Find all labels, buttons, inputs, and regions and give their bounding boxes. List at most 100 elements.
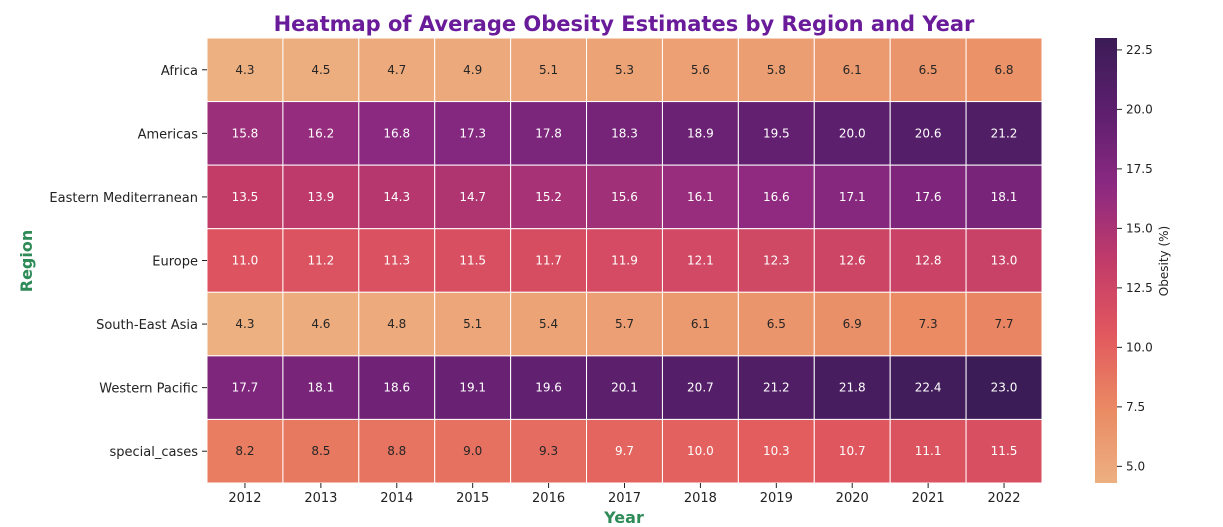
colorbar-tick-label: 5.0: [1126, 459, 1145, 473]
cell-value-label: 18.1: [308, 381, 335, 395]
cell-value-label: 16.6: [763, 190, 790, 204]
x-tick-label: 2014: [380, 491, 413, 506]
heatmap-cell: [282, 291, 360, 357]
heatmap-cell: [510, 291, 588, 357]
heatmap-cell: [206, 291, 284, 357]
cell-value-label: 19.6: [535, 381, 562, 395]
heatmap-cell: [434, 37, 512, 103]
cell-value-label: 15.6: [611, 190, 638, 204]
x-tick-label: 2022: [987, 491, 1020, 506]
cell-value-label: 16.1: [687, 190, 714, 204]
cell-value-label: 5.1: [539, 63, 558, 77]
heatmap-cell: [586, 164, 663, 230]
cell-value-label: 5.7: [615, 317, 634, 331]
heatmap-cell: [434, 291, 512, 357]
cell-value-label: 14.3: [383, 190, 410, 204]
cell-value-label: 12.3: [763, 254, 790, 268]
cell-value-label: 11.7: [535, 254, 562, 268]
cell-value-label: 23.0: [991, 381, 1018, 395]
cell-value-label: 15.2: [535, 190, 562, 204]
cell-value-label: 8.5: [311, 444, 330, 458]
heatmap-cell: [434, 355, 512, 420]
heatmap-cell: [510, 164, 588, 230]
x-tick-label: 2018: [684, 491, 717, 506]
cell-value-label: 6.5: [767, 317, 786, 331]
cell-value-label: 15.8: [232, 126, 259, 140]
heatmap-cell: [813, 164, 891, 230]
cell-value-label: 13.0: [991, 254, 1018, 268]
cell-value-label: 4.5: [311, 63, 330, 77]
heatmap-cell: [358, 228, 436, 293]
x-tick-label: 2012: [228, 491, 261, 506]
cell-value-label: 11.5: [991, 444, 1018, 458]
cell-value-label: 14.7: [459, 190, 486, 204]
heatmap-cell: [661, 228, 739, 293]
heatmap-cell: [737, 418, 815, 484]
x-tick-label: 2015: [456, 491, 489, 506]
cell-value-label: 7.3: [919, 317, 938, 331]
cell-value-label: 17.3: [459, 126, 486, 140]
heatmap-cell: [813, 101, 891, 166]
cell-value-label: 8.2: [235, 444, 254, 458]
cell-value-label: 12.1: [687, 254, 714, 268]
cell-value-label: 11.5: [459, 254, 486, 268]
cell-value-label: 11.0: [232, 254, 259, 268]
cell-value-label: 9.0: [463, 444, 482, 458]
y-tick-label: Western Pacific: [99, 382, 198, 397]
cell-value-label: 11.3: [383, 254, 410, 268]
y-axis-label: Region: [17, 230, 36, 293]
cell-value-label: 12.6: [839, 254, 866, 268]
cell-value-label: 4.6: [311, 317, 330, 331]
colorbar-ticks: 5.0 7.5 10.0 12.5 15.0 17.5 20.0 22.5: [1117, 43, 1153, 473]
cell-value-label: 9.7: [615, 444, 634, 458]
colorbar-tick-label: 20.0: [1126, 102, 1153, 116]
x-tick-label: 2016: [532, 491, 565, 506]
y-axis-ticks: Africa Americas Eastern Mediterranean Europ…: [49, 64, 207, 460]
cell-value-label: 6.1: [843, 63, 862, 77]
heatmap-cells: 4.3 4.5 4.7 4.9 5.1 5.3 5.6 5.8 6.1 6.5 6.8 15.8 16.…: [206, 37, 1043, 484]
cell-value-label: 21.2: [991, 126, 1018, 140]
x-tick-label: 2017: [608, 491, 641, 506]
heatmap-cell: [358, 418, 436, 484]
cell-value-label: 5.4: [539, 317, 558, 331]
heatmap-cell: [661, 101, 739, 166]
cell-value-label: 9.3: [539, 444, 558, 458]
cell-value-label: 10.7: [839, 444, 866, 458]
colorbar-tick-label: 17.5: [1126, 162, 1153, 176]
heatmap-cell: [586, 101, 663, 166]
chart-title: Heatmap of Average Obesity Estimates by …: [274, 12, 975, 36]
y-tick-label: special_cases: [109, 445, 198, 460]
heatmap-cell: [434, 228, 512, 293]
cell-value-label: 13.9: [308, 190, 335, 204]
cell-value-label: 10.0: [687, 444, 714, 458]
heatmap-cell: [813, 418, 891, 484]
colorbar-tick-label: 10.0: [1126, 340, 1153, 354]
x-tick-label: 2020: [836, 491, 869, 506]
heatmap-cell: [586, 418, 663, 484]
heatmap-cell: [737, 101, 815, 166]
heatmap-cell: [661, 418, 739, 484]
heatmap-cell: [586, 37, 663, 103]
heatmap-cell: [206, 355, 284, 420]
heatmap-cell: [282, 37, 360, 103]
heatmap-cell: [737, 37, 815, 103]
cell-value-label: 10.3: [763, 444, 790, 458]
heatmap-cell: [813, 355, 891, 420]
heatmap-cell: [965, 164, 1043, 230]
heatmap-cell: [206, 418, 284, 484]
cell-value-label: 6.1: [691, 317, 710, 331]
cell-value-label: 5.6: [691, 63, 710, 77]
cell-value-label: 20.0: [839, 126, 866, 140]
heatmap-cell: [586, 228, 663, 293]
cell-value-label: 8.8: [387, 444, 406, 458]
cell-value-label: 7.7: [994, 317, 1013, 331]
x-tick-label: 2019: [760, 491, 793, 506]
heatmap-cell: [282, 228, 360, 293]
cell-value-label: 20.1: [611, 381, 638, 395]
cell-value-label: 20.7: [687, 381, 714, 395]
cell-value-label: 21.2: [763, 381, 790, 395]
heatmap-cell: [661, 291, 739, 357]
cell-value-label: 4.3: [235, 317, 254, 331]
x-axis-ticks: 2012 2013 2014 2015 2016 2017 2018 2019 2020 2021…: [228, 483, 1021, 506]
